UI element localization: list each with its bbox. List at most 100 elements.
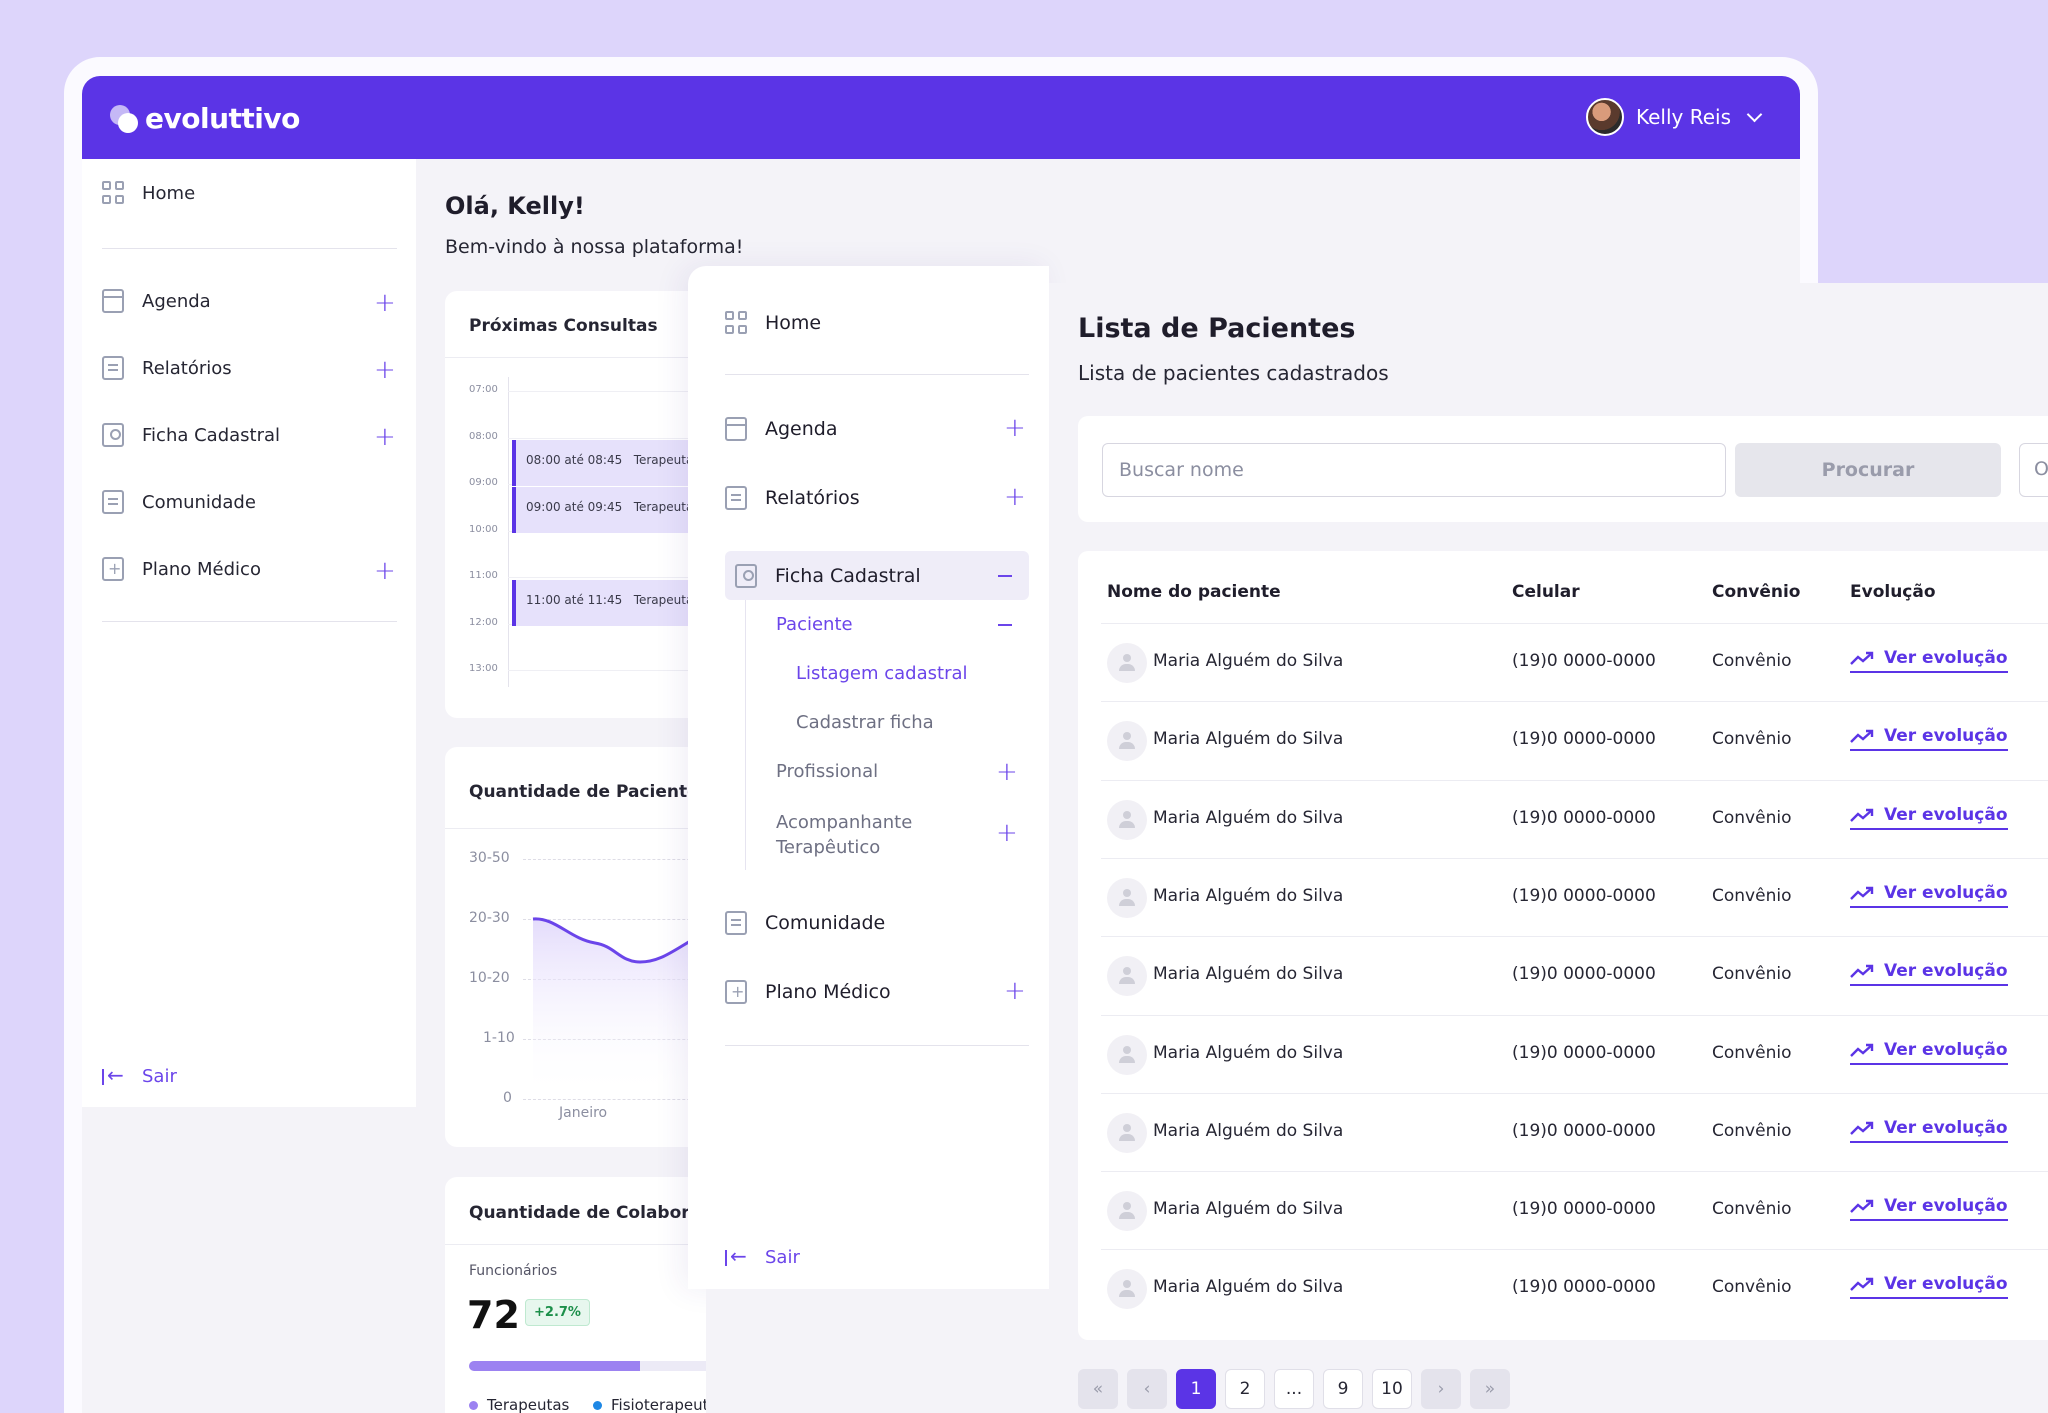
collapse-minus-icon[interactable] xyxy=(998,624,1012,626)
patient-phone: (19)0 0000-0000 xyxy=(1512,807,1656,828)
sidebar-item-plano-medico[interactable]: Plano Médico xyxy=(102,557,261,581)
view-evolution-link[interactable]: Ver evolução xyxy=(1850,805,2008,830)
patient-name: Maria Alguém do Silva xyxy=(1153,964,1344,985)
view-evolution-label: Ver evolução xyxy=(1884,1196,2008,1217)
expand-plus-icon[interactable]: + xyxy=(1004,976,1026,1006)
view-evolution-link[interactable]: Ver evolução xyxy=(1850,1040,2008,1065)
expand-plus-icon[interactable]: + xyxy=(996,757,1018,787)
submenu-item-acompanhante[interactable]: Acompanhante Terapêutico xyxy=(776,810,912,860)
sidebar-item-label: Agenda xyxy=(142,290,211,312)
expand-plus-icon[interactable]: + xyxy=(1004,413,1026,443)
sidebar-item-home[interactable]: Home xyxy=(725,311,821,335)
grid-icon xyxy=(102,181,124,205)
calendar-icon xyxy=(102,289,124,313)
last-page-button[interactable]: » xyxy=(1470,1369,1510,1409)
table-row[interactable]: Maria Alguém do Silva (19)0 0000-0000 Conv… xyxy=(1101,779,2048,858)
sidebar-item-comunidade[interactable]: Comunidade xyxy=(102,490,256,514)
patient-plan: Convênio xyxy=(1712,729,1792,750)
patient-name: Maria Alguém do Silva xyxy=(1153,651,1344,671)
sidebar-item-relatorios[interactable]: Relatórios xyxy=(725,486,860,510)
sidebar-item-label: Agenda xyxy=(765,418,838,440)
logo[interactable]: evoluttivo xyxy=(110,102,300,135)
column-header: Evolução xyxy=(1850,582,1936,602)
submenu-item-cadastrar-ficha[interactable]: Cadastrar ficha xyxy=(796,712,934,733)
table-row[interactable]: Maria Alguém do Silva (19)0 0000-0000 Conv… xyxy=(1101,701,2048,779)
view-evolution-link[interactable]: Ver evolução xyxy=(1850,648,2008,673)
next-page-button[interactable]: › xyxy=(1421,1369,1461,1409)
patient-phone: (19)0 0000-0000 xyxy=(1512,1199,1656,1220)
submenu-label-line: Terapêutico xyxy=(776,837,881,858)
report-icon xyxy=(102,356,124,380)
sidebar-item-ficha-cadastral[interactable]: Ficha Cadastral xyxy=(102,423,280,447)
submenu-guide-line xyxy=(745,600,746,870)
sidebar-item-ficha-cadastral[interactable]: Ficha Cadastral xyxy=(735,564,921,588)
card-title: Quantidade de Colaboradores xyxy=(469,1203,745,1223)
expand-plus-icon[interactable]: + xyxy=(374,422,396,452)
patients-table xyxy=(1078,551,2048,1340)
event-time: 11:00 até 11:45 xyxy=(526,593,623,607)
sidebar-item-agenda[interactable]: Agenda xyxy=(725,417,838,441)
y-tick-label: 30-50 xyxy=(469,850,510,866)
sidebar-item-relatorios[interactable]: Relatórios xyxy=(102,356,232,380)
view-evolution-link[interactable]: Ver evolução xyxy=(1850,961,2008,987)
first-page-button[interactable]: « xyxy=(1078,1369,1118,1409)
user-menu[interactable]: Kelly Reis xyxy=(1585,98,1763,136)
sidebar-item-agenda[interactable]: Agenda xyxy=(102,289,211,313)
table-row[interactable]: Maria Alguém do Silva (19)0 0000-0000 Conv… xyxy=(1101,936,2048,1014)
search-input[interactable] xyxy=(1102,443,1726,497)
page-subtitle: Lista de pacientes cadastrados xyxy=(1078,361,1389,385)
logout-button[interactable]: Sair xyxy=(102,1063,177,1087)
page-button[interactable]: 10 xyxy=(1372,1369,1412,1409)
patient-name: Maria Alguém do Silva xyxy=(1153,885,1344,906)
page-button[interactable]: 9 xyxy=(1323,1369,1363,1409)
view-evolution-link[interactable]: Ver evolução xyxy=(1850,1196,2008,1222)
patient-avatar-icon xyxy=(1107,1269,1147,1310)
sidebar-item-home[interactable]: Home xyxy=(102,181,195,205)
patient-plan: Convênio xyxy=(1712,1120,1792,1141)
sidebar-item-comunidade[interactable]: Comunidade xyxy=(725,911,885,935)
table-row[interactable]: Maria Alguém do Silva (19)0 0000-0000 Conv… xyxy=(1101,623,2048,701)
sidebar-item-label: Relatórios xyxy=(765,487,860,509)
logo-text: evoluttivo xyxy=(145,102,300,135)
view-evolution-link[interactable]: Ver evolução xyxy=(1850,1274,2008,1300)
back-sidebar-footer-bg xyxy=(82,1107,416,1413)
view-evolution-label: Ver evolução xyxy=(1884,1274,2008,1295)
expand-plus-icon[interactable]: + xyxy=(374,556,396,586)
table-row[interactable]: Maria Alguém do Silva (19)0 0000-0000 Conv… xyxy=(1101,1014,2048,1093)
metric-value: 72 xyxy=(467,1293,520,1337)
collapse-minus-icon[interactable] xyxy=(998,575,1012,577)
view-evolution-link[interactable]: Ver evolução xyxy=(1850,883,2008,908)
submenu-item-paciente[interactable]: Paciente xyxy=(776,614,853,635)
expand-plus-icon[interactable]: + xyxy=(996,818,1018,848)
legend-item: Fisioterapeutas xyxy=(593,1396,725,1413)
view-evolution-link[interactable]: Ver evolução xyxy=(1850,726,2008,752)
secondary-button[interactable]: O xyxy=(2019,443,2048,497)
hour-line xyxy=(508,437,745,439)
legend-dot xyxy=(469,1400,478,1410)
submenu-item-profissional[interactable]: Profissional xyxy=(776,761,879,782)
logout-button[interactable]: Sair xyxy=(725,1244,800,1268)
card-title: Próximas Consultas xyxy=(469,316,658,336)
table-row[interactable]: Maria Alguém do Silva (19)0 0000-0000 Conv… xyxy=(1101,857,2048,936)
page-button[interactable]: 2 xyxy=(1225,1369,1265,1409)
expand-plus-icon[interactable]: + xyxy=(374,355,396,385)
table-row[interactable]: Maria Alguém do Silva (19)0 0000-0000 Conv… xyxy=(1101,1249,2048,1327)
submenu-item-listagem-cadastral[interactable]: Listagem cadastral xyxy=(796,663,968,684)
table-row[interactable]: Maria Alguém do Silva (19)0 0000-0000 Conv… xyxy=(1101,1092,2048,1171)
card-separator xyxy=(445,828,745,829)
table-row[interactable]: Maria Alguém do Silva (19)0 0000-0000 Conv… xyxy=(1101,1171,2048,1249)
sidebar-item-plano-medico[interactable]: Plano Médico xyxy=(725,980,891,1004)
search-button[interactable]: Procurar xyxy=(1735,443,2001,497)
patient-plan: Convênio xyxy=(1712,885,1792,906)
y-tick-label: 0 xyxy=(503,1090,512,1106)
community-icon xyxy=(102,490,124,514)
expand-plus-icon[interactable]: + xyxy=(1004,482,1026,512)
patient-phone: (19)0 0000-0000 xyxy=(1512,651,1656,671)
hour-line xyxy=(508,577,745,578)
medical-plan-icon xyxy=(725,980,747,1004)
expand-plus-icon[interactable]: + xyxy=(374,288,396,318)
delta-badge: +2.7% xyxy=(525,1299,590,1326)
page-button[interactable]: 1 xyxy=(1176,1369,1216,1409)
view-evolution-link[interactable]: Ver evolução xyxy=(1850,1118,2008,1143)
prev-page-button[interactable]: ‹ xyxy=(1127,1369,1167,1409)
